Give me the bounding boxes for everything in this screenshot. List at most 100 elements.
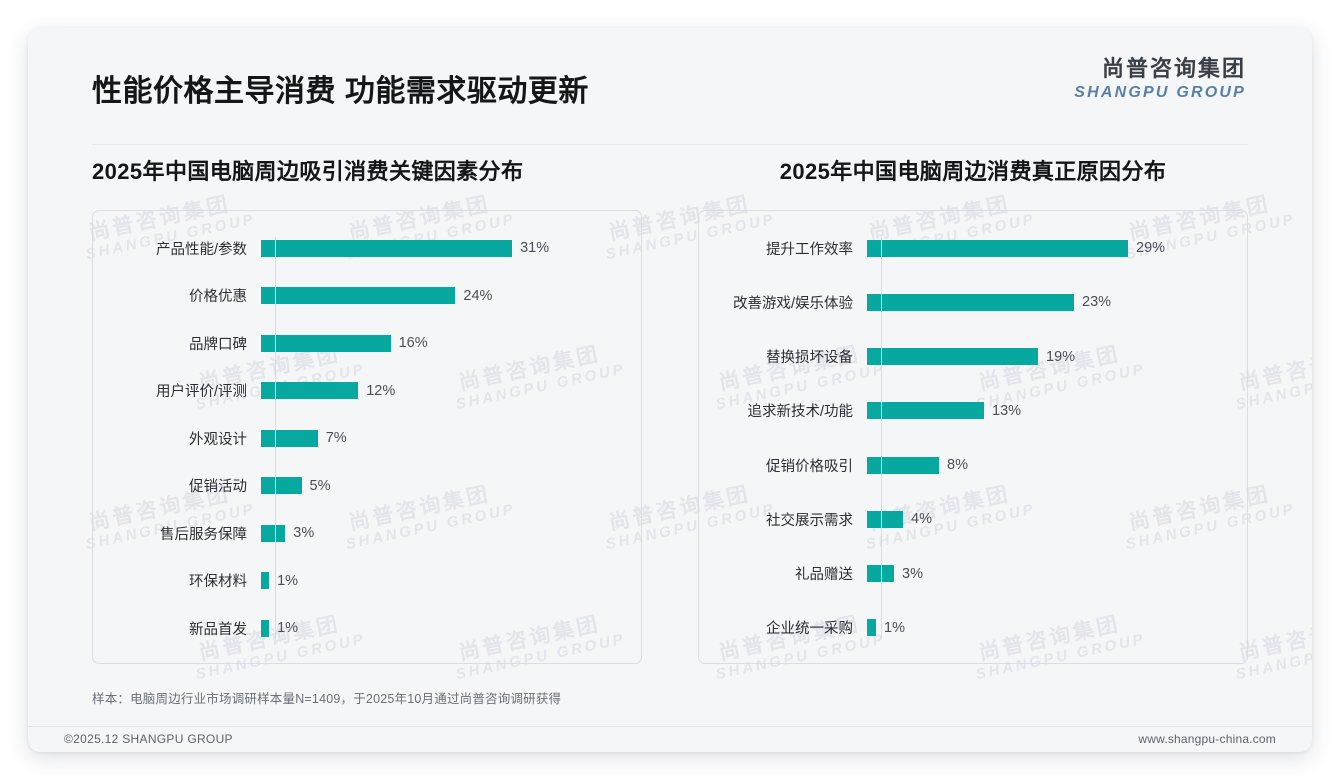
- bar-value-label: 1%: [277, 620, 299, 636]
- footer-copyright: ©2025.12 SHANGPU GROUP: [64, 732, 233, 746]
- bar-value-label: 24%: [463, 287, 493, 304]
- bar-value-label: 8%: [947, 457, 968, 474]
- bar-category-label: 外观设计: [189, 431, 247, 448]
- bar-value-label: 12%: [366, 382, 396, 399]
- bar-track: 31%: [261, 239, 625, 257]
- bar-category-label: 促销价格吸引: [766, 458, 853, 475]
- bar: [867, 348, 1038, 366]
- bar: [261, 382, 359, 399]
- right-chart-axis: [881, 237, 882, 639]
- bar: [867, 239, 1128, 257]
- bar-track: 3%: [867, 565, 1231, 583]
- bar: [867, 510, 903, 528]
- footer-website[interactable]: www.shangpu-china.com: [1138, 732, 1276, 746]
- bar: [261, 619, 270, 637]
- right-chart-title: 2025年中国电脑周边消费真正原因分布: [779, 159, 1167, 184]
- bar-row: 外观设计 7%: [109, 423, 625, 453]
- bar: [867, 293, 1074, 311]
- bar: [867, 402, 984, 420]
- bar-track: 19%: [867, 348, 1231, 366]
- bar-category-label: 社交展示需求: [766, 512, 853, 529]
- bar-category-label: 促销活动: [189, 479, 247, 495]
- bar-row: 替换损坏设备 19%: [715, 342, 1231, 372]
- bar-category-label: 礼品赠送: [795, 567, 853, 584]
- left-chart-title: 2025年中国电脑周边吸引消费关键因素分布: [92, 159, 524, 184]
- bar-track: 1%: [867, 619, 1231, 637]
- header-divider: [92, 144, 1248, 145]
- bar-category-label: 价格优惠: [189, 289, 247, 305]
- bar-track: 8%: [867, 456, 1231, 474]
- bar-row: 礼品赠送 3%: [715, 559, 1231, 589]
- bar-row: 新品首发 1%: [109, 613, 625, 643]
- bar-track: 12%: [261, 382, 625, 399]
- bar-category-label: 品牌口碑: [189, 336, 247, 353]
- brand-logo: 尚普咨询集团 SHANGPU GROUP: [1074, 58, 1246, 101]
- bar-row: 企业统一采购 1%: [715, 613, 1231, 643]
- bar-value-label: 31%: [520, 240, 550, 256]
- logo-english-text: SHANGPU GROUP: [1074, 84, 1246, 101]
- bar-category-label: 新品首发: [189, 621, 247, 638]
- right-chart-panel: 提升工作效率 29% 改善游戏/娱乐体验 23% 替换损坏设备 19% 追求新技术/功能 13…: [698, 210, 1248, 664]
- slide-header: 性能价格主导消费 功能需求驱动更新 尚普咨询集团 SHANGPU GROUP: [28, 28, 1312, 132]
- page-title: 性能价格主导消费 功能需求驱动更新: [92, 75, 589, 108]
- bar-value-label: 13%: [992, 402, 1022, 419]
- bar-row: 环保材料 1%: [109, 566, 625, 596]
- bar-track: 4%: [867, 510, 1231, 528]
- bar-value-label: 29%: [1136, 240, 1166, 256]
- bar-value-label: 1%: [884, 619, 905, 636]
- bar: [261, 524, 286, 542]
- bar-track: 13%: [867, 402, 1231, 420]
- bar-value-label: 3%: [293, 525, 315, 541]
- bar-value-label: 19%: [1046, 348, 1076, 365]
- bar-category-label: 改善游戏/娱乐体验: [732, 295, 853, 312]
- bar-category-label: 企业统一采购: [766, 621, 853, 638]
- bar-category-label: 替换损坏设备: [766, 350, 853, 367]
- bar: [261, 572, 270, 589]
- bar-row: 价格优惠 24%: [109, 281, 625, 311]
- right-bar-chart: 提升工作效率 29% 改善游戏/娱乐体验 23% 替换损坏设备 19% 追求新技术/功能 13…: [715, 233, 1231, 643]
- bar-value-label: 23%: [1082, 294, 1112, 311]
- sample-footnote: 样本：电脑周边行业市场调研样本量N=1409，于2025年10月通过尚普咨询调研…: [92, 692, 562, 706]
- bar-track: 1%: [261, 619, 625, 637]
- bar-category-label: 环保材料: [189, 574, 247, 590]
- bar-category-label: 售后服务保障: [160, 526, 247, 543]
- bar-category-label: 用户评价/评测: [155, 384, 247, 400]
- bar-row: 促销价格吸引 8%: [715, 450, 1231, 480]
- bar-category-label: 提升工作效率: [766, 241, 853, 258]
- bar-row: 品牌口碑 16%: [109, 328, 625, 358]
- bar: [261, 239, 513, 257]
- logo-chinese-text: 尚普咨询集团: [1101, 56, 1246, 81]
- bar-track: 7%: [261, 429, 625, 447]
- slide-footer: ©2025.12 SHANGPU GROUP www.shangpu-china…: [28, 727, 1312, 752]
- bar-track: 5%: [261, 477, 625, 494]
- left-chart-axis: [275, 237, 276, 639]
- bar-value-label: 4%: [911, 511, 932, 528]
- bar-category-label: 产品性能/参数: [155, 241, 247, 258]
- bar-track: 24%: [261, 287, 625, 304]
- bar-row: 改善游戏/娱乐体验 23%: [715, 287, 1231, 317]
- bar-value-label: 5%: [309, 477, 331, 494]
- slide-card: 尚普咨询集团 SHANGPU GROUP 尚普咨询集团 SHANGPU GROUP 尚普…: [28, 28, 1312, 752]
- bar-row: 社交展示需求 4%: [715, 504, 1231, 534]
- bar-row: 售后服务保障 3%: [109, 518, 625, 548]
- bar: [867, 565, 894, 583]
- bar: [261, 429, 318, 447]
- footer-divider: [28, 726, 1312, 727]
- charts-container: 2025年中国电脑周边吸引消费关键因素分布 产品性能/参数 31% 价格优惠 24% 品…: [28, 154, 1312, 664]
- left-chart-column: 2025年中国电脑周边吸引消费关键因素分布 产品性能/参数 31% 价格优惠 24% 品…: [64, 154, 670, 664]
- bar-row: 提升工作效率 29%: [715, 233, 1231, 263]
- bar: [867, 619, 876, 637]
- bar-track: 29%: [867, 239, 1231, 257]
- left-bar-chart: 产品性能/参数 31% 价格优惠 24% 品牌口碑 16% 用户评价/评测 12% 外观设计 7%…: [109, 233, 625, 643]
- left-chart-panel: 产品性能/参数 31% 价格优惠 24% 品牌口碑 16% 用户评价/评测 12% 外观设计 7%…: [92, 210, 642, 664]
- bar-track: 16%: [261, 334, 625, 352]
- right-chart-column: 2025年中国电脑周边消费真正原因分布 提升工作效率 29% 改善游戏/娱乐体验 23…: [670, 154, 1276, 664]
- bar-value-label: 7%: [325, 430, 347, 446]
- bar-row: 促销活动 5%: [109, 471, 625, 501]
- bar: [261, 287, 456, 304]
- bar-track: 23%: [867, 293, 1231, 311]
- bar-value-label: 16%: [398, 335, 428, 351]
- bar-row: 追求新技术/功能 13%: [715, 396, 1231, 426]
- bar: [261, 334, 391, 352]
- bar-row: 产品性能/参数 31%: [109, 233, 625, 263]
